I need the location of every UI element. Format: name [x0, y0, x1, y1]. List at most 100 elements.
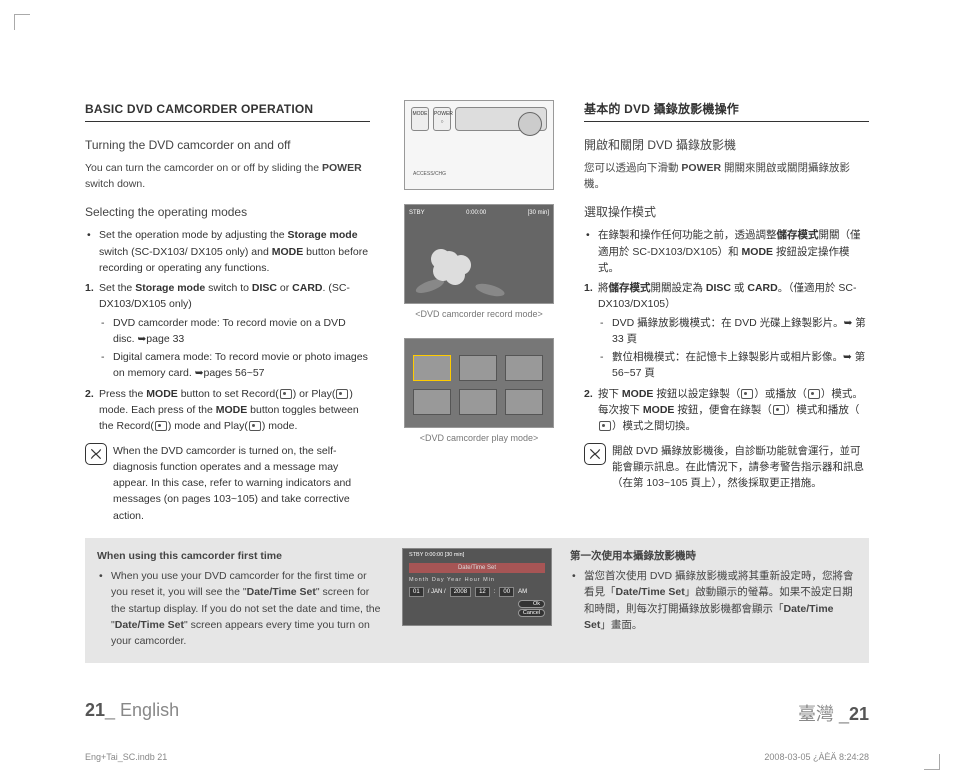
list-item: 1. 將儲存模式開關設定為 DISC 或 CARD。（僅適用於 SC-DX103…: [598, 280, 869, 382]
list-item: 在錄製和操作任何功能之前，透過調整儲存模式開關（僅適用於 SC-DX103/DX…: [598, 227, 869, 276]
record-icon: [155, 421, 167, 431]
play-icon: [249, 421, 261, 431]
text-bold: MODE: [216, 404, 248, 416]
graybox-left-list: When you use your DVD camcorder for the …: [97, 568, 384, 649]
text-bold: MODE: [643, 404, 675, 416]
text-bold: Storage mode: [135, 282, 205, 294]
text-bold: Date/Time Set: [115, 619, 184, 631]
left-section-header: BASIC DVD CAMCORDER OPERATION: [85, 100, 370, 122]
thumbnail: [505, 355, 543, 381]
dt-month: 01: [409, 587, 424, 597]
text: You can turn the camcorder on or off by …: [85, 162, 322, 174]
text-bold: MODE: [742, 246, 774, 258]
text: switch (SC-DX103/ DX105 only) and: [99, 246, 272, 258]
dt-title-bar: Date/Time Set: [409, 563, 545, 573]
text-bold: Storage mode: [288, 229, 358, 241]
right-numbered-list: 1. 將儲存模式開關設定為 DISC 或 CARD。（僅適用於 SC-DX103…: [584, 280, 869, 434]
list-item: 當您首次使用 DVD 攝錄放影機或將其重新設定時，您將會看見「Date/Time…: [584, 568, 857, 633]
list-item: DVD camcorder mode: To record movie on a…: [113, 315, 370, 348]
dt-min: 00: [499, 587, 514, 597]
left-bullet-list: Set the operation mode by adjusting the …: [85, 227, 370, 276]
right-section-header: 基本的 DVD 攝錄放影機操作: [584, 100, 869, 122]
power-button-icon: POWER○: [433, 107, 451, 131]
camcorder-body-icon: [455, 107, 547, 131]
dt-values: 01 / JAN / 2008 12 : 00 AM: [409, 587, 527, 597]
record-icon: [741, 389, 753, 399]
page-num-right: 21: [849, 704, 869, 724]
dt-cancel: Cancel: [518, 609, 545, 617]
footer-left-text: _ English: [105, 700, 179, 720]
text: 按鈕，便會在錄製（: [674, 404, 771, 416]
record-icon: [280, 389, 292, 399]
page-columns: BASIC DVD CAMCORDER OPERATION Turning th…: [85, 100, 869, 524]
list-item: When you use your DVD camcorder for the …: [111, 568, 384, 649]
page-footer: 21_ English 臺灣 _21: [85, 700, 869, 726]
dt-col-labels: Month Day Year Hour Min: [409, 577, 495, 583]
graybox-left-head: When using this camcorder first time: [97, 548, 384, 564]
num-label: 2.: [584, 386, 593, 402]
thumbnail: [505, 389, 543, 415]
text: 或: [731, 282, 747, 294]
thumbnail: [459, 389, 497, 415]
crop-mark: [924, 754, 940, 770]
num-label: 1.: [584, 280, 593, 296]
dt-topbar: STBY 0:00:00 [30 min]: [409, 552, 464, 558]
footer-right: 臺灣 _21: [798, 700, 869, 726]
text: Set the: [99, 282, 135, 294]
text: ) mode.: [262, 420, 298, 432]
note-icon: [584, 443, 606, 465]
right-column: 基本的 DVD 攝錄放影機操作 開啟和關閉 DVD 攝錄放影機 您可以透過向下滑…: [584, 100, 869, 524]
graybox-right-head: 第一次使用本攝錄放影機時: [570, 548, 857, 564]
text-bold: MODE: [622, 388, 654, 400]
right-dash-list: DVD 攝錄放影機模式：在 DVD 光碟上錄製影片。➥ 第 33 頁 數位相機模…: [598, 315, 869, 382]
record-icon: [773, 405, 785, 415]
text: ) mode and Play(: [168, 420, 248, 432]
osd-time: 0:00:00: [466, 209, 486, 218]
middle-column: MODE POWER○ ACCESS/CHG STBY 0:00:00 [30 …: [404, 100, 554, 524]
text: 」畫面。: [600, 619, 642, 631]
text: 在錄製和操作任何功能之前，透過調整: [598, 229, 777, 241]
osd-stby: STBY: [409, 209, 425, 218]
text-bold: DISC: [706, 282, 731, 294]
page-num-left: 21: [85, 700, 105, 720]
right-para-power: 您可以透過向下滑動 POWER 開關來開啟或關閉攝錄放影機。: [584, 160, 869, 193]
right-subhead-power: 開啟和關閉 DVD 攝錄放影機: [584, 136, 869, 155]
dt-colon: :: [494, 589, 496, 595]
play-icon: [336, 389, 348, 399]
text: switch to: [205, 282, 252, 294]
text: switch down.: [85, 178, 145, 190]
note-icon: [85, 443, 107, 465]
play-mode-screenshot: [404, 338, 554, 428]
left-para-power: You can turn the camcorder on or off by …: [85, 160, 370, 193]
dt-ok: Ok: [518, 600, 545, 608]
dt-buttons: Ok Cancel: [518, 599, 545, 617]
flower-graphic: [425, 245, 485, 295]
text-bold: DISC: [252, 282, 277, 294]
text: 開關設定為: [651, 282, 706, 294]
graybox-right: 第一次使用本攝錄放影機時 當您首次使用 DVD 攝錄放影機或將其重新設定時，您將…: [570, 548, 857, 654]
dt-ampm: AM: [518, 589, 527, 595]
play-icon: [808, 389, 820, 399]
note-text: When the DVD camcorder is turned on, the…: [113, 443, 370, 524]
left-numbered-list: 1. Set the Storage mode switch to DISC o…: [85, 280, 370, 434]
text-bold: 儲存模式: [609, 282, 651, 294]
play-caption: <DVD camcorder play mode>: [404, 432, 554, 446]
print-footer-right: 2008-03-05 ¿ÀÈÄ 8:24:28: [764, 752, 869, 762]
text: ）模式之間切換。: [612, 420, 696, 432]
list-item: 數位相機模式：在記憶卡上錄製影片或相片影像。➥ 第 56~57 頁: [612, 349, 869, 382]
text: 您可以透過向下滑動: [584, 162, 681, 174]
crop-mark: [14, 14, 30, 30]
left-subhead-power: Turning the DVD camcorder on and off: [85, 136, 370, 155]
text-bold: Date/Time Set: [247, 586, 316, 598]
access-chg-label: ACCESS/CHG: [413, 171, 446, 179]
text-bold: MODE: [272, 246, 304, 258]
text: button to set Record(: [178, 388, 279, 400]
right-bullet-list: 在錄製和操作任何功能之前，透過調整儲存模式開關（僅適用於 SC-DX103/DX…: [584, 227, 869, 276]
list-item: DVD 攝錄放影機模式：在 DVD 光碟上錄製影片。➥ 第 33 頁: [612, 315, 869, 348]
text: 將: [598, 282, 609, 294]
play-icon: [599, 421, 611, 431]
graybox-right-list: 當您首次使用 DVD 攝錄放影機或將其重新設定時，您將會看見「Date/Time…: [570, 568, 857, 633]
num-label: 1.: [85, 280, 94, 296]
text: Set the operation mode by adjusting the: [99, 229, 288, 241]
footer-left: 21_ English: [85, 700, 179, 726]
